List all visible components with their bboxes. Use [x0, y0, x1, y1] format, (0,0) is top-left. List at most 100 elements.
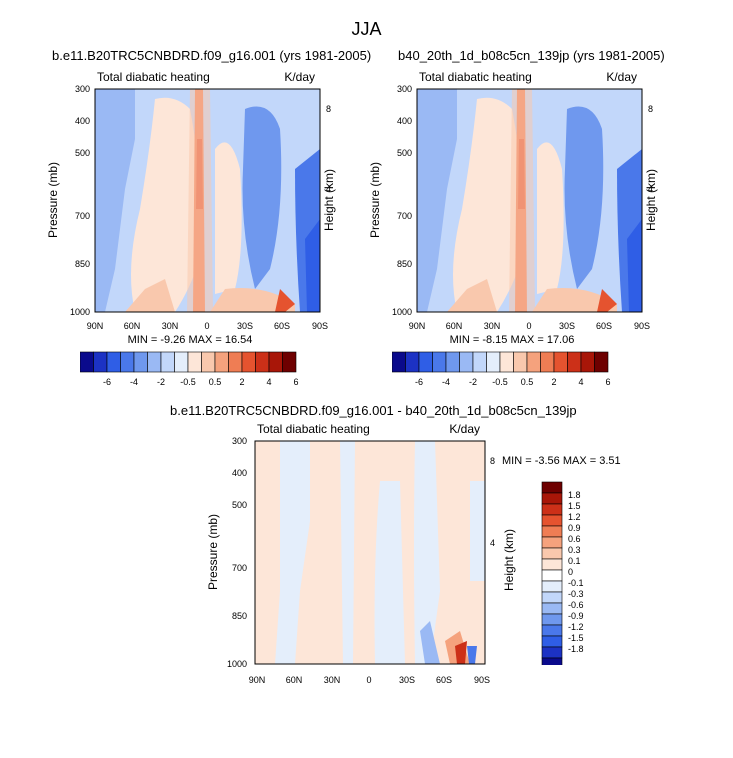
field-region [417, 89, 457, 312]
x-tick-label: 0 [366, 675, 371, 685]
colorbar-box [174, 351, 189, 373]
x-tick-label: 30S [559, 321, 575, 331]
y-tick-label: 1000 [227, 659, 247, 669]
colorbar-box [580, 351, 595, 373]
colorbar-label: 2 [239, 377, 244, 387]
x-tick-label: 60S [436, 675, 452, 685]
colorbar-label: 1.2 [568, 512, 581, 522]
page-title: JJA [351, 19, 382, 39]
colorbar-box [187, 351, 202, 373]
right-chart: Total diabatic heating K/day 300 400 500… [368, 70, 658, 331]
colorbar-box [120, 351, 135, 373]
colorbar-box [513, 351, 528, 373]
colorbar-box [541, 635, 563, 648]
y-tick-label: 300 [397, 84, 412, 94]
x-tick-label: 60S [596, 321, 612, 331]
left-min-max: MIN = -9.26 MAX = 16.54 [127, 334, 253, 346]
field-region [597, 289, 617, 312]
field-region [305, 219, 320, 312]
field-region [275, 441, 310, 664]
x-tick-label: 90N [249, 675, 266, 685]
colorbar-box [472, 351, 487, 373]
colorbar-label: 0.6 [568, 534, 581, 544]
field-region [374, 481, 405, 664]
field-region [509, 89, 535, 312]
colorbar-labels: -6 -4 -2 -0.5 0.5 2 4 6 [415, 377, 611, 387]
colorbar-label: -0.5 [180, 377, 196, 387]
y-tick-label: 500 [75, 148, 90, 158]
colorbar-label: 4 [578, 377, 583, 387]
colorbar-boxes [541, 481, 563, 665]
y-tick-label: 500 [232, 500, 247, 510]
field-region [537, 142, 564, 294]
colorbar-box [526, 351, 541, 373]
colorbar-box [553, 351, 568, 373]
colorbar-label: 0.5 [209, 377, 222, 387]
field-region [467, 646, 477, 664]
colorbar-box [459, 351, 474, 373]
right-string: K/day [606, 70, 637, 84]
colorbar-box [541, 514, 563, 527]
colorbar-box [541, 624, 563, 637]
left-colorbar: -6 -4 -2 -0.5 0.5 2 4 6 [80, 351, 299, 387]
colorbar-boxes [392, 351, 609, 373]
right-string: K/day [284, 70, 315, 84]
colorbar-box [392, 351, 406, 373]
colorbar-label: -2 [469, 377, 477, 387]
x-ticks: 90N 60N 30N 0 30S 60S 90S [87, 321, 328, 331]
field-region [275, 289, 295, 312]
colorbar-box [499, 351, 514, 373]
y2-tick-label: 8 [326, 104, 331, 114]
x-tick-label: 90N [409, 321, 426, 331]
colorbar-box [567, 351, 582, 373]
y-tick-label: 300 [232, 436, 247, 446]
colorbar-label: 0.3 [568, 545, 581, 555]
colorbar-box [540, 351, 555, 373]
y-tick-label: 850 [232, 611, 247, 621]
y-tick-label: 1000 [70, 307, 90, 317]
y-tick-label: 850 [397, 259, 412, 269]
y-tick-label: 700 [232, 563, 247, 573]
x-tick-label: 60N [286, 675, 303, 685]
colorbar-box [541, 525, 563, 538]
y2-tick-label: 8 [648, 104, 653, 114]
colorbar-box [80, 351, 94, 373]
colorbar-label: -0.5 [492, 377, 508, 387]
colorbar-box [282, 351, 297, 373]
colorbar-label: 6 [605, 377, 610, 387]
y-tick-label: 700 [397, 211, 412, 221]
colorbar-label: 0.5 [521, 377, 534, 387]
right-colorbar: -6 -4 -2 -0.5 0.5 2 4 6 [392, 351, 611, 387]
diff-y2-label-holder: Height (km) [502, 529, 516, 591]
field-region [414, 441, 440, 664]
diff-colorbar: 1.8 1.5 1.2 0.9 0.6 0.3 0.1 0 -0.1 -0.3 … [541, 481, 584, 665]
y-tick-label: 400 [397, 116, 412, 126]
colorbar-box [541, 580, 563, 593]
field-region [242, 106, 282, 289]
colorbar-label: 0.1 [568, 556, 581, 566]
colorbar-box [541, 591, 563, 604]
y-tick-label: 300 [75, 84, 90, 94]
colorbar-box [228, 351, 243, 373]
left-chart: Total diabatic heating K/day 300 400 500… [46, 70, 336, 331]
x-tick-label: 0 [526, 321, 531, 331]
x-tick-label: 90S [474, 675, 490, 685]
y-tick-label: 850 [75, 259, 90, 269]
plot-frame [254, 440, 486, 665]
colorbar-box [486, 351, 501, 373]
colorbar-label: 2 [551, 377, 556, 387]
field-region [447, 279, 497, 312]
x-tick-label: 30S [237, 321, 253, 331]
y-axis-label: Pressure (mb) [206, 514, 220, 590]
diff-chart: Total diabatic heating K/day 300 400 500… [206, 422, 495, 685]
y2-tick-label: 4 [648, 184, 653, 194]
colorbar-box [541, 569, 563, 582]
colorbar-box [268, 351, 283, 373]
diff-min-max: MIN = -3.56 MAX = 3.51 [502, 455, 621, 467]
colorbar-box [160, 351, 175, 373]
x-tick-label: 0 [204, 321, 209, 331]
colorbar-box [541, 536, 563, 549]
field-region [532, 288, 617, 312]
y-tick-label: 500 [397, 148, 412, 158]
colorbar-box [93, 351, 108, 373]
